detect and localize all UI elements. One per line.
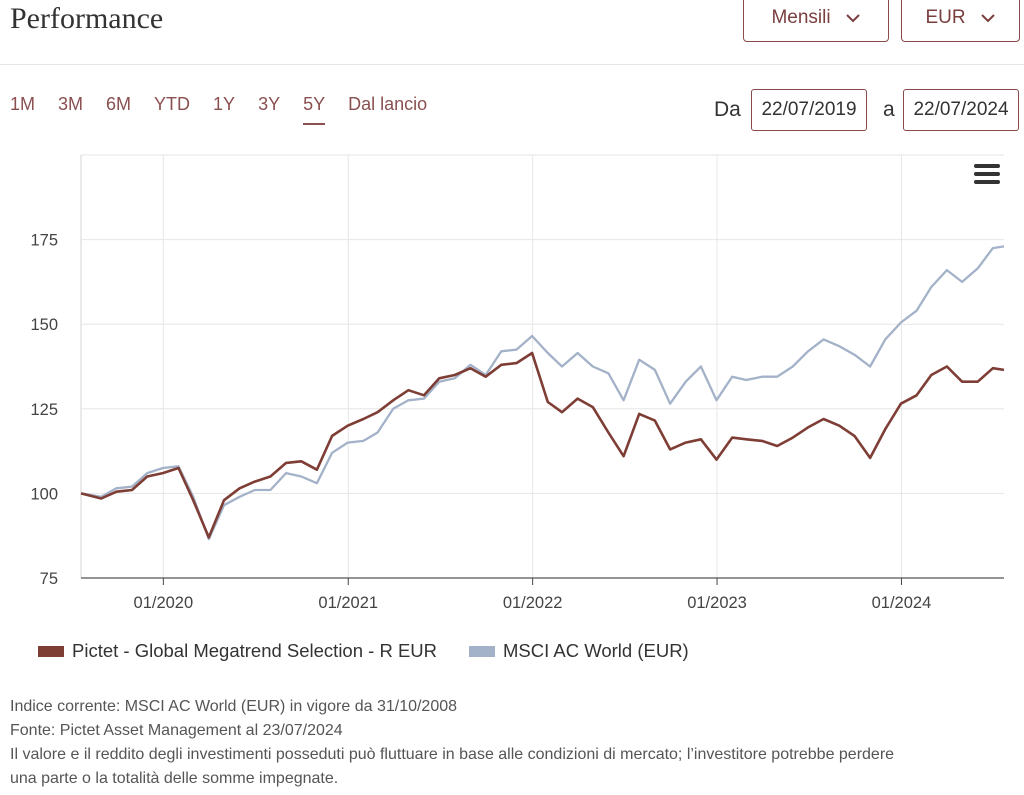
period-dropdown[interactable]: Mensili — [743, 0, 889, 42]
y-tick-label: 150 — [30, 316, 58, 334]
x-tick-label: 01/2021 — [318, 594, 378, 612]
chevron-down-icon — [980, 14, 995, 23]
legend-swatch-fund — [38, 645, 64, 657]
chevron-down-icon — [845, 14, 860, 23]
x-tick-label: 01/2022 — [503, 594, 563, 612]
range-tab-6m[interactable]: 6M — [106, 94, 132, 114]
legend-swatch-index — [469, 645, 496, 657]
range-tab-5y[interactable]: 5Y — [303, 94, 326, 125]
range-tab-1m[interactable]: 1M — [10, 94, 36, 114]
footer-disclaimer-line1: Il valore e il reddito degli investiment… — [10, 746, 895, 763]
footer-source-note: Fonte: Pictet Asset Management al 23/07/… — [10, 722, 343, 739]
page-title: Performance — [10, 2, 164, 35]
currency-dropdown-label: EUR — [925, 7, 966, 28]
y-tick-label: 100 — [30, 485, 58, 503]
range-tab-ytd[interactable]: YTD — [154, 94, 191, 114]
range-tab-3y[interactable]: 3Y — [258, 94, 281, 114]
performance-chart: 75 100 125 150 175 01/2020 01/2021 01/2022 01/2… — [30, 154, 1005, 612]
date-to-input[interactable]: 22/07/2024 — [903, 89, 1019, 131]
footer-notes: Indice corrente: MSCI AC World (EUR) in … — [10, 695, 1020, 791]
legend-item-index[interactable]: MSCI AC World (EUR) — [469, 640, 689, 662]
range-tab-since-launch[interactable]: Dal lancio — [348, 94, 428, 114]
x-tick-label: 01/2024 — [872, 594, 932, 612]
currency-dropdown[interactable]: EUR — [901, 0, 1020, 42]
legend-label-index: MSCI AC World (EUR) — [503, 640, 689, 661]
range-tab-1y[interactable]: 1Y — [213, 94, 236, 114]
date-from-label: Da — [714, 98, 741, 121]
range-tab-3m[interactable]: 3M — [58, 94, 84, 114]
series-line-index — [80, 245, 1005, 541]
x-tick-label: 01/2020 — [134, 594, 194, 612]
date-to-label: a — [883, 98, 895, 121]
hamburger-icon — [974, 164, 1000, 184]
period-dropdown-label: Mensili — [771, 7, 831, 28]
x-tick-label: 01/2023 — [687, 594, 747, 612]
chart-menu-button[interactable] — [970, 160, 1004, 190]
chart-legend: Pictet - Global Megatrend Selection - R … — [38, 640, 721, 662]
legend-label-fund: Pictet - Global Megatrend Selection - R … — [72, 640, 438, 661]
series-line-fund — [80, 351, 1005, 539]
y-tick-label: 175 — [30, 232, 58, 250]
header-divider — [0, 64, 1024, 65]
footer-disclaimer-line2: una parte o la totalità delle somme impe… — [10, 770, 339, 787]
y-tick-label: 125 — [30, 401, 58, 419]
legend-item-fund[interactable]: Pictet - Global Megatrend Selection - R … — [38, 640, 437, 662]
y-tick-label: 75 — [40, 570, 58, 588]
date-from-input[interactable]: 22/07/2019 — [751, 89, 867, 131]
footer-index-note: Indice corrente: MSCI AC World (EUR) in … — [10, 698, 458, 715]
range-tabs: 1M 3M 6M YTD 1Y 3Y 5Y Dal lancio — [10, 94, 428, 125]
